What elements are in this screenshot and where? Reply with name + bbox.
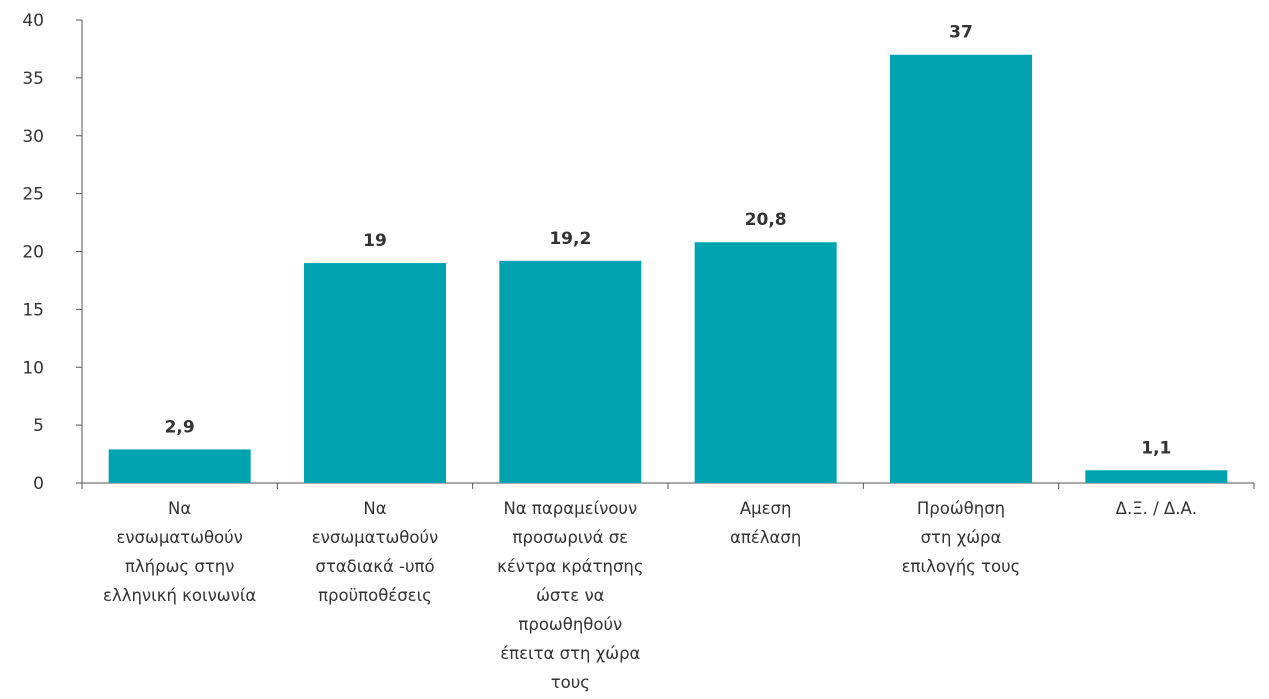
- x-tick-label: Αμεση απέλαση: [730, 499, 801, 547]
- x-tick-label-line: έπειτα στη χώρα: [500, 644, 640, 663]
- bar: [108, 449, 251, 483]
- y-tick-label: 5: [33, 416, 44, 436]
- data-label: 2,9: [165, 417, 195, 437]
- y-tick-label: 20: [22, 243, 44, 263]
- x-tick-label-line: σταδιακά -υπό: [315, 557, 434, 576]
- y-tick-label: 25: [22, 185, 44, 205]
- x-tick-label-line: προσωρινά σε: [513, 528, 629, 547]
- bar: [890, 54, 1032, 483]
- y-tick-label: 0: [33, 474, 44, 494]
- x-tick-label: Να παραμείνουν προσωρινά σε κέντρα κράτηση…: [497, 499, 643, 692]
- x-tick-label-line: Να: [363, 499, 386, 518]
- y-tick-label: 40: [22, 11, 44, 31]
- x-tick-label-line: ενσωματωθούν: [312, 528, 439, 547]
- x-tick-label-line: προωθηθούν: [518, 615, 622, 634]
- x-tick-label-line: Προώθηση: [917, 499, 1005, 518]
- x-tick-label: Να ενσωματωθούν σταδιακά -υπό προϋποθέσεις: [312, 499, 439, 605]
- x-tick-label-line: Αμεση: [740, 499, 792, 518]
- x-tick-label-line: ενσωματωθούν: [116, 528, 243, 547]
- data-label: 37: [949, 23, 973, 43]
- x-tick-label-line: Να: [168, 499, 191, 518]
- x-tick-label-line: πλήρως στην: [125, 557, 234, 576]
- y-tick-label: 10: [22, 358, 44, 378]
- bar: [694, 242, 837, 483]
- bar: [499, 260, 642, 483]
- data-label: 19: [363, 231, 387, 251]
- data-label: 19,2: [549, 229, 591, 249]
- x-tick-label: Προώθηση στη χώρα επιλογής τους: [902, 499, 1021, 576]
- x-tick-label-line: ελληνική κοινωνία: [103, 586, 256, 605]
- x-tick-label-line: Να παραμείνουν: [503, 499, 637, 518]
- x-tick-label-line: κέντρα κράτησης: [497, 557, 643, 576]
- bar: [304, 263, 446, 483]
- x-tick-label-line: Δ.Ξ. / Δ.Α.: [1116, 499, 1197, 518]
- data-label: 1,1: [1141, 438, 1171, 458]
- x-tick-label-line: απέλαση: [730, 528, 801, 547]
- x-tick-label: Να ενσωματωθούν πλήρως στην ελληνική κοινων…: [103, 499, 256, 605]
- labels: 2,9 Να ενσωματωθούν πλήρως στην ελληνική κοι…: [103, 23, 1197, 692]
- x-tick-label-line: στη χώρα: [921, 528, 1002, 547]
- x-tick-label-line: τους: [551, 673, 590, 692]
- y-tick-label: 30: [22, 127, 44, 147]
- bars: [108, 54, 1228, 483]
- data-label: 20,8: [745, 210, 787, 230]
- x-tick-label-line: προϋποθέσεις: [318, 586, 432, 605]
- y-tick-label: 35: [22, 69, 44, 89]
- x-tick-label-line: επιλογής τους: [902, 557, 1021, 576]
- x-tick-label: Δ.Ξ. / Δ.Α.: [1116, 499, 1197, 518]
- axes: 0 5 10 15 20 25 30 35 40: [22, 11, 1255, 494]
- bar: [1085, 470, 1228, 483]
- y-tick-label: 15: [22, 300, 44, 320]
- x-tick-label-line: ώστε να: [536, 586, 605, 605]
